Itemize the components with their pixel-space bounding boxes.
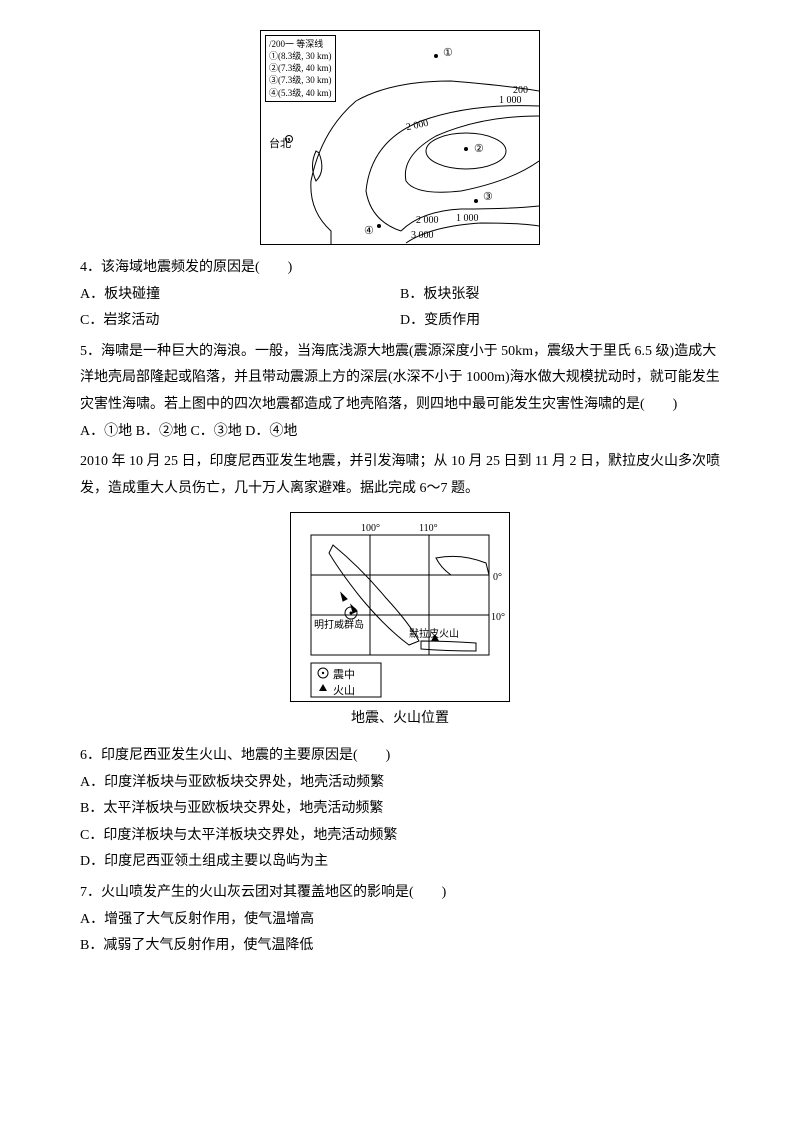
q4-option-a: A．板块碰撞 <box>80 282 400 309</box>
q4-option-d: D．变质作用 <box>400 308 720 335</box>
q6-option-c: C．印度洋板块与太平洋板块交界处，地壳活动频繁 <box>80 823 720 850</box>
label-taipei: 台北 <box>269 134 291 155</box>
label-p2: ② <box>474 139 484 160</box>
figure-2-frame: 100° 110° 0° 10° 明打威群岛 默拉皮火山 震中 火山 <box>290 512 510 702</box>
q4-row1: A．板块碰撞 B．板块张裂 <box>80 282 720 309</box>
label-p4: ④ <box>364 221 374 242</box>
depth-1000b: 1 000 <box>456 209 479 228</box>
lat-10: 10° <box>491 608 505 627</box>
lon-110: 110° <box>419 519 438 538</box>
q7-option-a: A．增强了大气反射作用，使气温增高 <box>80 907 720 934</box>
q6-option-a: A．印度洋板块与亚欧板块交界处，地壳活动频繁 <box>80 770 720 797</box>
q7-stem: 7．火山喷发产生的火山灰云团对其覆盖地区的影响是( ) <box>80 880 720 907</box>
q5-options: A．①地 B．②地 C．③地 D．④地 <box>80 419 720 446</box>
q6-stem: 6．印度尼西亚发生火山、地震的主要原因是( ) <box>80 743 720 770</box>
label-p1: ① <box>443 43 453 64</box>
q7-option-b: B．减弱了大气反射作用，使气温降低 <box>80 933 720 960</box>
label-p3: ③ <box>483 187 493 208</box>
figure-2-caption: 地震、火山位置 <box>80 706 720 733</box>
q4-option-c: C．岩浆活动 <box>80 308 400 335</box>
figure-1-frame: /200一 等深线 ①(8.3级, 30 km) ②(7.3级, 40 km) … <box>260 30 540 245</box>
label-volcano: 默拉皮火山 <box>409 625 459 644</box>
passage-6-7: 2010 年 10 月 25 日，印度尼西亚发生地震，并引发海啸；从 10 月 … <box>80 449 720 502</box>
q4-row2: C．岩浆活动 D．变质作用 <box>80 308 720 335</box>
q4-stem: 4．该海域地震频发的原因是( ) <box>80 255 720 282</box>
figure-2-map <box>291 513 509 701</box>
figure-1-contours <box>261 31 539 244</box>
figure-2: 100° 110° 0° 10° 明打威群岛 默拉皮火山 震中 火山 地震、火山… <box>80 512 720 733</box>
label-islands: 明打威群岛 <box>314 616 364 635</box>
lat-0: 0° <box>493 568 502 587</box>
q6-option-b: B．太平洋板块与亚欧板块交界处，地壳活动频繁 <box>80 796 720 823</box>
legend-volcano-text: 火山 <box>333 681 355 702</box>
depth-3000: 3 000 <box>411 226 434 245</box>
q4-option-b: B．板块张裂 <box>400 282 720 309</box>
lon-100: 100° <box>361 519 380 538</box>
depth-1000a: 1 000 <box>499 91 522 110</box>
q5-stem: 5．海啸是一种巨大的海浪。一般，当海底浅源大地震(震源深度小于 50km，震级大… <box>80 339 720 419</box>
figure-1: /200一 等深线 ①(8.3级, 30 km) ②(7.3级, 40 km) … <box>80 30 720 245</box>
q6-option-d: D．印度尼西亚领土组成主要以岛屿为主 <box>80 849 720 876</box>
